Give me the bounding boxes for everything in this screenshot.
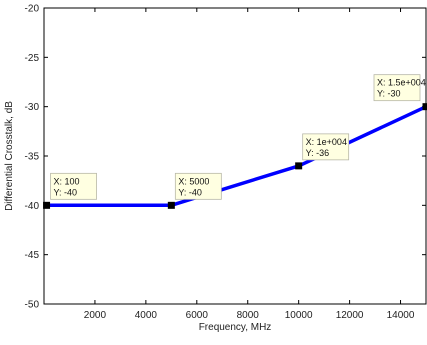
datatip-y-text: Y: -40 <box>54 187 78 197</box>
datatip-y-text: Y: -30 <box>377 89 401 99</box>
datatip-y-text: Y: -36 <box>306 148 330 158</box>
datatip-x-text: X: 1e+004 <box>306 137 347 147</box>
y-tick-label: -25 <box>25 53 40 64</box>
datatip-x-text: X: 100 <box>54 176 80 186</box>
y-tick-label: -35 <box>25 152 40 163</box>
y-tick-label: -45 <box>25 250 40 261</box>
x-tick-label: 12000 <box>336 310 364 321</box>
x-tick-label: 14000 <box>387 310 415 321</box>
datatip-x-text: X: 1.5e+004 <box>377 78 426 88</box>
datatip-marker <box>43 202 50 209</box>
y-tick-label: -20 <box>25 4 40 15</box>
x-tick-label: 8000 <box>237 310 260 321</box>
x-tick-label: 10000 <box>285 310 313 321</box>
y-tick-label: -50 <box>25 300 40 311</box>
plot-area <box>44 8 426 304</box>
datatip-y-text: Y: -40 <box>178 187 202 197</box>
datatip-marker <box>295 162 302 169</box>
datatip-marker <box>423 103 427 110</box>
y-tick-label: -40 <box>25 201 40 212</box>
datatip-marker <box>168 202 175 209</box>
x-tick-label: 2000 <box>84 310 107 321</box>
x-axis-title: Frequency, MHz <box>199 322 272 333</box>
y-axis-title: Differential Crosstalk, dB <box>4 101 15 211</box>
y-tick-label: -30 <box>25 102 40 113</box>
datatip-x-text: X: 5000 <box>178 176 209 186</box>
x-tick-label: 4000 <box>135 310 158 321</box>
x-tick-label: 6000 <box>186 310 209 321</box>
